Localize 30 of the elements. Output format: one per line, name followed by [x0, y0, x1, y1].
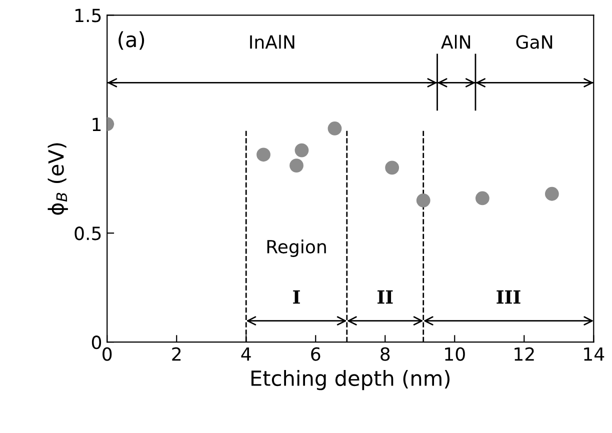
x-tick-label: 4 [241, 347, 251, 361]
annotation: AlN [441, 34, 470, 49]
y-tick-label: 0.5 [74, 226, 101, 240]
x-tick-label: 0 [102, 347, 112, 361]
annotation: III [496, 290, 520, 304]
x-tick-label: 2 [172, 347, 181, 361]
y-tick-label: 0 [92, 336, 102, 350]
annotation: (a) [118, 31, 144, 50]
x-tick-label: 8 [380, 347, 390, 361]
x-axis-title: Etching depth (nm) [251, 370, 450, 390]
annotation: Region [267, 240, 326, 257]
y-tick-label: 1.5 [76, 8, 101, 22]
annotation: I [293, 290, 300, 304]
y-tick-label: 1 [92, 118, 101, 131]
point [290, 158, 304, 172]
x-tick-label: 10 [445, 347, 465, 361]
point [475, 191, 490, 206]
annotation: II [378, 290, 393, 304]
x-tick-label: 14 [584, 347, 604, 361]
point [385, 160, 400, 175]
x-tick-label: 6 [311, 347, 320, 361]
y-axis-title: ϕ$_{B}$ (eV) [48, 143, 68, 215]
point [294, 143, 309, 158]
annotation: GaN [516, 35, 552, 49]
point [544, 186, 559, 201]
point [256, 148, 270, 162]
point [328, 122, 342, 136]
x-tick-label: 12 [514, 347, 534, 361]
point [416, 193, 430, 208]
annotation: InAlN [250, 34, 294, 49]
